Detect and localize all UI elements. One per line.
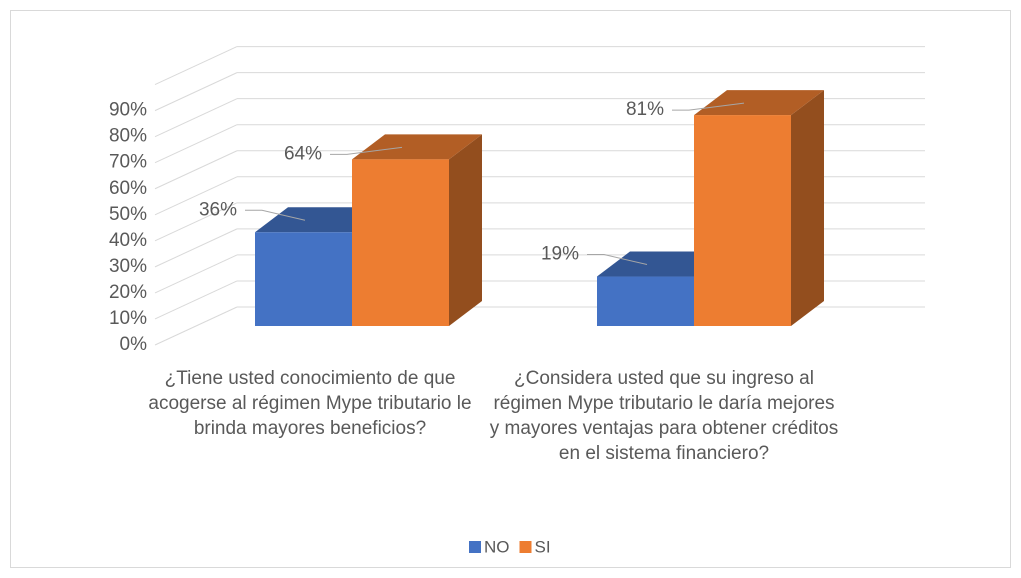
label-leader bbox=[245, 209, 306, 221]
data-label: 36% bbox=[199, 199, 237, 220]
grid-line bbox=[154, 124, 238, 164]
x-tick-label: ¿Tiene usted conocimiento de que acogers… bbox=[148, 368, 472, 439]
grid-line bbox=[154, 46, 238, 86]
grid-line bbox=[154, 254, 238, 294]
label-leader bbox=[672, 102, 745, 111]
bar-top bbox=[352, 134, 482, 160]
y-tick-label: 30% bbox=[109, 256, 147, 277]
grid-line bbox=[154, 280, 238, 320]
bar bbox=[352, 159, 449, 326]
label-leader bbox=[330, 146, 403, 155]
y-tick-label: 80% bbox=[109, 126, 147, 147]
x-tick-label: ¿Considera usted que su ingreso al régim… bbox=[489, 368, 839, 464]
grid-line bbox=[154, 176, 238, 216]
y-tick-label: 0% bbox=[120, 334, 148, 355]
y-tick-label: 90% bbox=[109, 100, 147, 121]
grid-line bbox=[154, 202, 238, 242]
label-leader bbox=[587, 254, 648, 266]
grid-line bbox=[154, 306, 238, 346]
bar bbox=[694, 115, 791, 327]
data-label: 19% bbox=[541, 244, 579, 265]
bar-top bbox=[694, 90, 824, 116]
data-label: 64% bbox=[284, 143, 322, 164]
legend-label: NO bbox=[484, 537, 510, 556]
grid-line bbox=[154, 72, 238, 112]
legend-label: SI bbox=[535, 537, 551, 556]
bar bbox=[597, 276, 694, 326]
data-label: 81% bbox=[626, 99, 664, 120]
legend-swatch bbox=[519, 541, 532, 553]
y-tick-label: 20% bbox=[109, 282, 147, 303]
bar-side bbox=[791, 90, 824, 327]
bar bbox=[255, 232, 352, 326]
y-tick-label: 60% bbox=[109, 178, 147, 199]
y-tick-label: 10% bbox=[109, 308, 147, 329]
bar-side bbox=[449, 134, 482, 326]
grid-line bbox=[154, 228, 238, 268]
grid-line bbox=[154, 150, 238, 190]
legend-swatch bbox=[469, 541, 481, 553]
chart-border bbox=[10, 10, 1011, 568]
grid-line bbox=[154, 98, 238, 138]
y-tick-label: 70% bbox=[109, 152, 147, 173]
y-tick-label: 40% bbox=[109, 230, 147, 251]
y-tick-label: 50% bbox=[109, 204, 147, 225]
